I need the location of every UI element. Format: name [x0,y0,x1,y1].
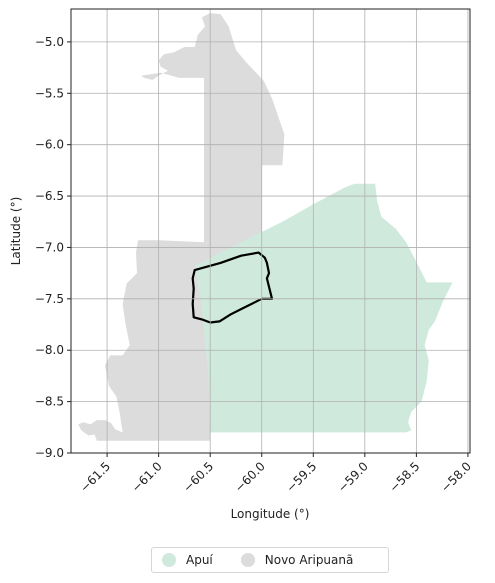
legend-swatch-apui [162,553,176,567]
region-apui [194,183,453,433]
x-tick-label: −61.0 [129,459,165,495]
legend-item-novo-aripuana: Novo Aripuanã [240,553,354,567]
y-tick-label: −7.0 [35,240,64,254]
x-tick-label: −60.0 [232,459,268,495]
y-tick-label: −6.0 [35,138,64,152]
x-tick-label: −60.5 [180,459,216,495]
y-tick-label: −9.0 [35,446,64,460]
y-tick-label: −8.0 [35,343,64,357]
grid-layer [71,9,470,454]
x-tick-label: −58.5 [387,459,423,495]
legend-item-apui: Apuí [162,553,213,567]
region-novo-aripuana [78,13,285,441]
y-tick-label: −6.5 [35,189,64,203]
y-tick-label: −7.5 [35,292,64,306]
legend: Apuí Novo Aripuanã [151,547,389,573]
study-area-outline [191,251,274,324]
legend-swatch-novo-aripuana [240,553,255,567]
legend-label-novo-aripuana: Novo Aripuanã [264,553,354,567]
x-tick-label: −58.0 [438,459,474,495]
y-tick-label: −5.5 [35,86,64,100]
outline-layer [191,251,274,324]
x-tick-label: −61.5 [77,459,113,495]
x-tick-label: −59.5 [284,459,320,495]
legend-label-apui: Apuí [186,553,213,567]
x-tick-label: −59.0 [335,459,371,495]
y-tick-label: −5.0 [35,35,64,49]
x-axis-title: Longitude (°) [231,507,310,521]
region-layer [78,13,453,441]
plot-frame [70,8,471,454]
y-tick-label: −8.5 [35,395,64,409]
y-axis-title: Latitude (°) [9,197,23,266]
